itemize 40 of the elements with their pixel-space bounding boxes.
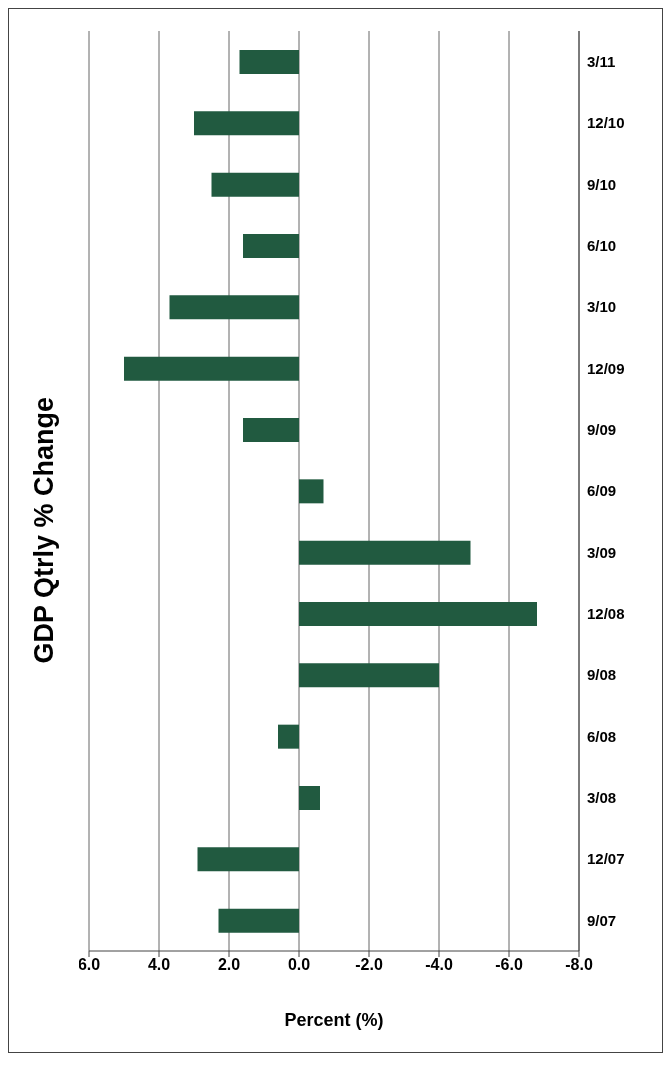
y-tick-label: 6/10 [587,236,617,254]
x-tick-label: -8.0 [565,955,593,973]
x-tick-label: 4.0 [147,955,171,973]
x-axis-title: Percent (%) [284,1009,384,1030]
y-tick-label: 9/08 [587,665,617,683]
y-tick-label: 3/08 [587,788,617,806]
y-tick-label: 3/11 [587,52,616,70]
bar [239,49,299,74]
bar [299,478,324,503]
y-tick-label: 6/08 [587,727,617,745]
bar [169,294,299,319]
y-tick-label: 9/07 [587,911,617,929]
x-tick-label: -2.0 [355,955,383,973]
y-tick-label: 9/10 [587,175,617,193]
x-tick-label: -4.0 [425,955,453,973]
bar [218,908,299,933]
bar [124,356,299,381]
bar [278,724,299,749]
y-tick-label: 12/09 [587,359,625,377]
x-tick-label: 2.0 [217,955,241,973]
bar [299,785,320,810]
y-tick-label: 6/09 [587,481,617,499]
y-tick-label: 12/07 [587,849,625,867]
text: GDP Qtrly % Change [28,397,60,664]
x-tick-label: 0.0 [287,955,311,973]
y-tick-label: 3/10 [587,297,617,315]
bar [299,540,471,565]
y-tick-label: 12/10 [587,113,625,131]
bar [197,846,299,871]
bar [299,601,537,626]
x-tick-label: -6.0 [495,955,523,973]
y-tick-label: 12/08 [587,604,625,622]
bar [243,233,299,258]
bar [194,110,299,135]
bar [211,172,299,197]
bar [243,417,299,442]
bar [299,662,439,687]
y-tick-label: 9/09 [587,420,617,438]
y-tick-label: 3/09 [587,543,617,561]
x-tick-label: 6.0 [77,955,101,973]
